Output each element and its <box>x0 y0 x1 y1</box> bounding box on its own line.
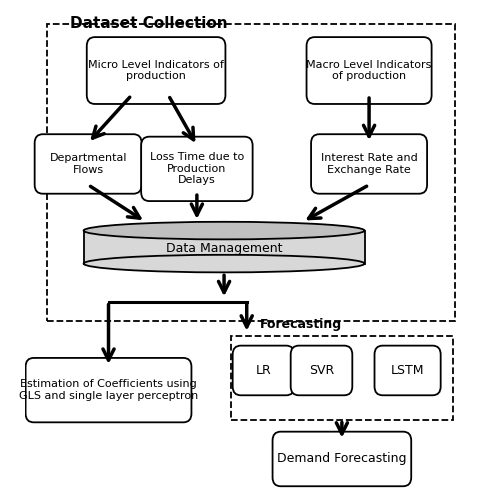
FancyBboxPatch shape <box>311 134 427 194</box>
Text: Forecasting: Forecasting <box>260 318 342 331</box>
Text: Loss Time due to
Production
Delays: Loss Time due to Production Delays <box>150 152 244 186</box>
Text: LSTM: LSTM <box>391 364 424 377</box>
Ellipse shape <box>83 222 364 240</box>
Text: LR: LR <box>255 364 271 377</box>
Bar <box>83 230 364 264</box>
Text: Micro Level Indicators of
production: Micro Level Indicators of production <box>88 60 224 82</box>
Text: Demand Forecasting: Demand Forecasting <box>277 452 407 466</box>
FancyBboxPatch shape <box>87 37 226 104</box>
Text: Data Management: Data Management <box>166 242 282 256</box>
Text: Interest Rate and
Exchange Rate: Interest Rate and Exchange Rate <box>321 153 417 175</box>
FancyBboxPatch shape <box>307 37 431 104</box>
Text: Departmental
Flows: Departmental Flows <box>49 153 127 175</box>
FancyBboxPatch shape <box>35 134 142 194</box>
FancyBboxPatch shape <box>141 136 253 201</box>
Bar <box>231 336 453 419</box>
FancyBboxPatch shape <box>272 432 411 486</box>
Text: SVR: SVR <box>309 364 334 377</box>
Text: Macro Level Indicators
of production: Macro Level Indicators of production <box>307 60 432 82</box>
FancyBboxPatch shape <box>233 346 295 396</box>
FancyBboxPatch shape <box>26 358 191 422</box>
FancyBboxPatch shape <box>375 346 441 396</box>
Bar <box>47 24 455 322</box>
Ellipse shape <box>83 255 364 272</box>
FancyBboxPatch shape <box>291 346 352 396</box>
Text: Estimation of Coefficients using
GLS and single layer perceptron: Estimation of Coefficients using GLS and… <box>19 380 198 401</box>
Text: Dataset Collection: Dataset Collection <box>70 16 228 32</box>
